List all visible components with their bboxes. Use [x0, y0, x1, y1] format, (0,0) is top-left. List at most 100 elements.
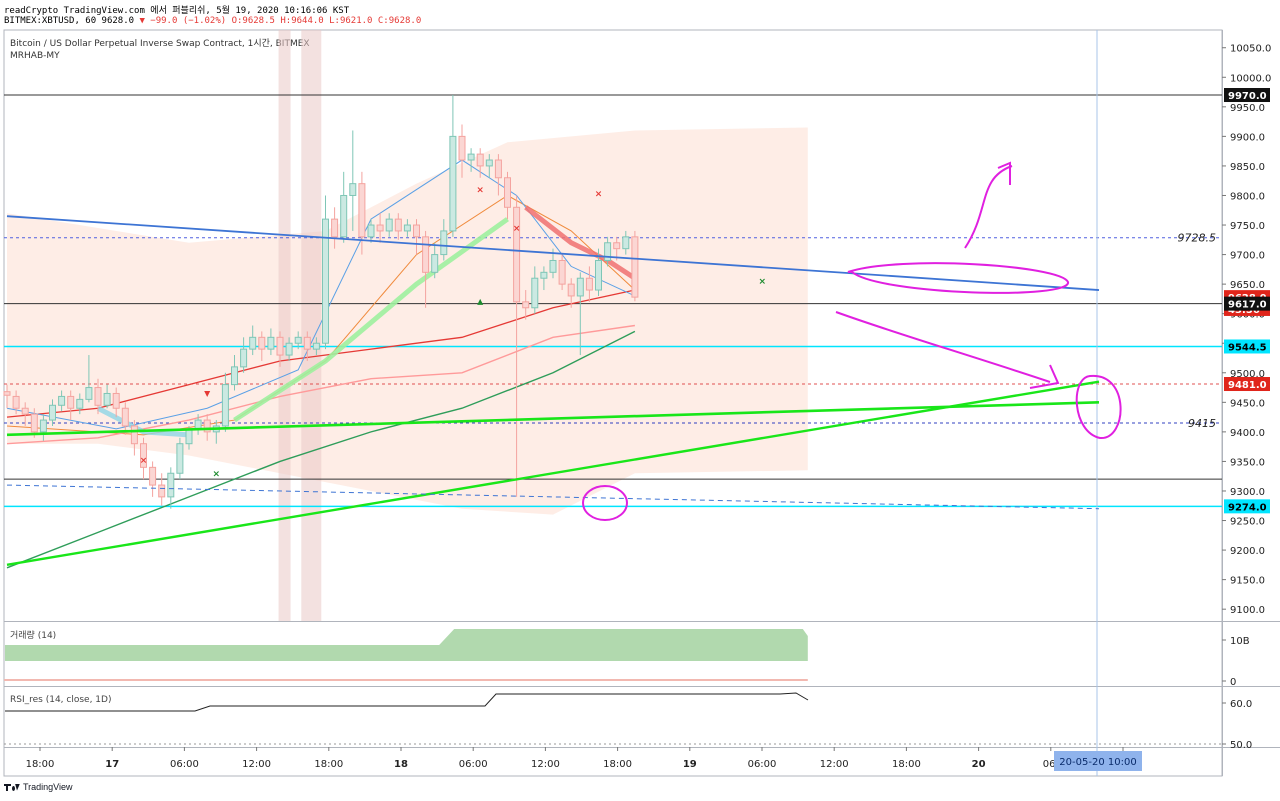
candle-9 [85, 355, 93, 403]
moving-average-4 [6, 330, 636, 569]
candle-body-39 [358, 183, 366, 238]
candle-body-64 [585, 277, 593, 291]
candle-43 [394, 213, 402, 240]
signal-cross-0: × [140, 456, 148, 466]
signal-triangle-0 [204, 391, 211, 398]
candle-0 [3, 384, 11, 409]
candle-body-31 [285, 342, 293, 356]
candle-61 [558, 254, 566, 291]
candle-body-60 [549, 259, 557, 273]
candle-body-50 [458, 135, 466, 161]
price-label-0: 9970.0 [1228, 91, 1267, 102]
time-tick-label-1: 17 [105, 759, 119, 770]
candle-51 [467, 148, 475, 172]
time-tick-label-11: 12:00 [820, 759, 849, 770]
price-change: ▼ −99.0 (−1.02%) [139, 16, 227, 26]
candle-body-52 [476, 153, 484, 167]
candle-17 [158, 473, 166, 506]
candle-66 [604, 236, 612, 267]
candle-13 [121, 402, 129, 435]
candle-body-21 [194, 419, 202, 430]
price-label-bg-3 [1224, 296, 1270, 311]
price-tick-label-17: 9200.0 [1230, 546, 1265, 557]
candle-body-55 [504, 177, 511, 208]
annotation-arrow-down [835, 311, 1060, 389]
candle-27 [249, 325, 257, 356]
ohlc-info: BITMEX:XBTUSD, 60 9628.0 ▼ −99.0 (−1.02%… [4, 16, 421, 26]
candle-45 [413, 219, 420, 255]
volume-tick-label-0: 10B [1230, 636, 1250, 647]
footer-brand: TradingView [23, 782, 73, 792]
annotation-ellipse-range [847, 262, 1070, 294]
candle-18 [167, 467, 175, 509]
candle-2 [21, 402, 29, 426]
price-tick-label-2: 9950.0 [1230, 103, 1265, 114]
candle-body-54 [494, 159, 502, 179]
candle-body-43 [394, 218, 402, 232]
price-tick-label-14: 9350.0 [1230, 457, 1265, 468]
candle-53 [485, 154, 493, 178]
price-label-bg-0 [1224, 88, 1270, 103]
price-tick-label-18: 9150.0 [1230, 576, 1265, 587]
candle-body-26 [240, 348, 248, 368]
candle-body-20 [185, 428, 193, 445]
time-tick-label-8: 18:00 [603, 759, 632, 770]
candle-body-59 [540, 271, 548, 279]
rsi-tick-label-0: 60.0 [1230, 699, 1252, 710]
price-tick-label-12: 9450.0 [1230, 398, 1265, 409]
rsi-panel-label: RSI_res (14, close, 1D) [10, 695, 111, 705]
candle-body-24 [221, 384, 229, 427]
candle-body-19 [176, 443, 184, 474]
candle-37 [340, 171, 348, 243]
candle-50 [458, 124, 466, 178]
candle-body-63 [576, 277, 584, 297]
candle-body-3 [30, 413, 38, 433]
candle-body-41 [376, 224, 384, 232]
candle-11 [103, 384, 111, 409]
candle-body-42 [385, 218, 393, 232]
candle-34 [312, 337, 320, 356]
candle-body-2 [21, 407, 29, 415]
signal-cross-5: × [759, 277, 767, 287]
candle-19 [176, 437, 184, 480]
candle-62 [567, 278, 575, 308]
signal-cross-4: × [595, 190, 603, 200]
rsi-line [5, 692, 809, 712]
candle-body-10 [94, 387, 102, 406]
candle-body-44 [403, 224, 411, 232]
chart-title: Bitcoin / US Dollar Perpetual Inverse Sw… [10, 38, 310, 49]
candle-8 [76, 393, 84, 415]
candle-body-29 [267, 336, 275, 350]
candle-body-56 [513, 206, 521, 303]
candle-7 [67, 390, 75, 421]
candle-28 [258, 331, 266, 361]
candle-body-33 [303, 336, 311, 350]
price-label-bg-4 [1224, 339, 1270, 354]
level-annotation-1: 9415 [1188, 417, 1216, 430]
candle-41 [376, 213, 384, 243]
price-label-3: 9617.0 [1228, 300, 1267, 311]
candle-body-15 [140, 443, 147, 468]
candle-24 [221, 372, 229, 432]
candle-body-68 [622, 236, 630, 250]
price-tick-label-5: 9800.0 [1230, 191, 1265, 202]
candle-42 [385, 213, 393, 237]
candle-63 [576, 272, 584, 356]
candle-49 [449, 95, 457, 237]
candle-6 [58, 390, 66, 412]
candle-38 [349, 130, 357, 231]
price-tick-label-15: 9300.0 [1230, 487, 1265, 498]
price-tick-label-4: 9850.0 [1230, 162, 1265, 173]
annotation-circle-target [1075, 374, 1122, 440]
price-tick-label-16: 9250.0 [1230, 517, 1265, 528]
time-tick-label-5: 18 [394, 759, 408, 770]
tradingview-icon [4, 783, 20, 792]
time-tick-label-13: 20 [972, 759, 986, 770]
candle-body-9 [85, 387, 93, 400]
moving-average-3 [6, 324, 636, 445]
candle-68 [622, 230, 630, 255]
candle-58 [531, 266, 539, 314]
trendline-1 [6, 401, 1100, 437]
symbol-prefix: BITMEX:XBTUSD, 60 9628.0 [4, 16, 135, 26]
